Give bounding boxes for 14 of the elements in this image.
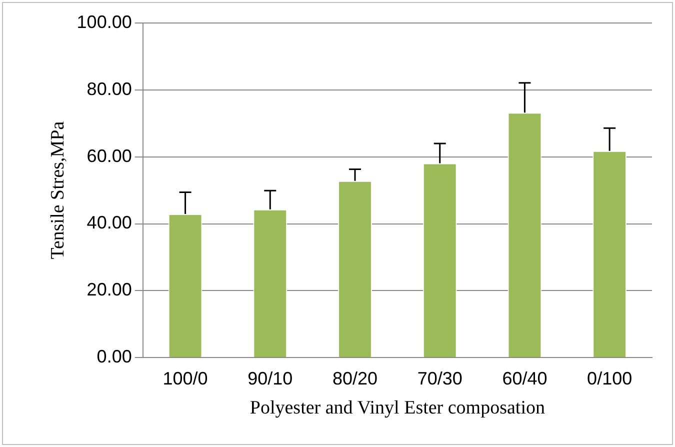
x-tick-label: 80/20 bbox=[332, 368, 378, 388]
x-tick-label: 60/40 bbox=[502, 368, 548, 388]
x-axis-title: Polyester and Vinyl Ester composation bbox=[250, 398, 546, 419]
y-tick-label: 60.00 bbox=[86, 146, 132, 166]
y-tick-label: 80.00 bbox=[86, 78, 132, 99]
x-tick-label: 90/10 bbox=[248, 368, 293, 388]
x-tick-label: 0/100 bbox=[587, 368, 632, 388]
y-tick-label: 40.00 bbox=[86, 212, 132, 233]
x-tick-label: 70/30 bbox=[417, 368, 462, 388]
x-tick-label: 100/0 bbox=[162, 368, 208, 388]
y-tick-label: 100.00 bbox=[76, 12, 132, 32]
y-tick-label: 20.00 bbox=[86, 280, 132, 300]
y-tick-label: 0.00 bbox=[96, 346, 132, 367]
y-axis-title: Tensile Stres,MPa bbox=[47, 120, 68, 260]
